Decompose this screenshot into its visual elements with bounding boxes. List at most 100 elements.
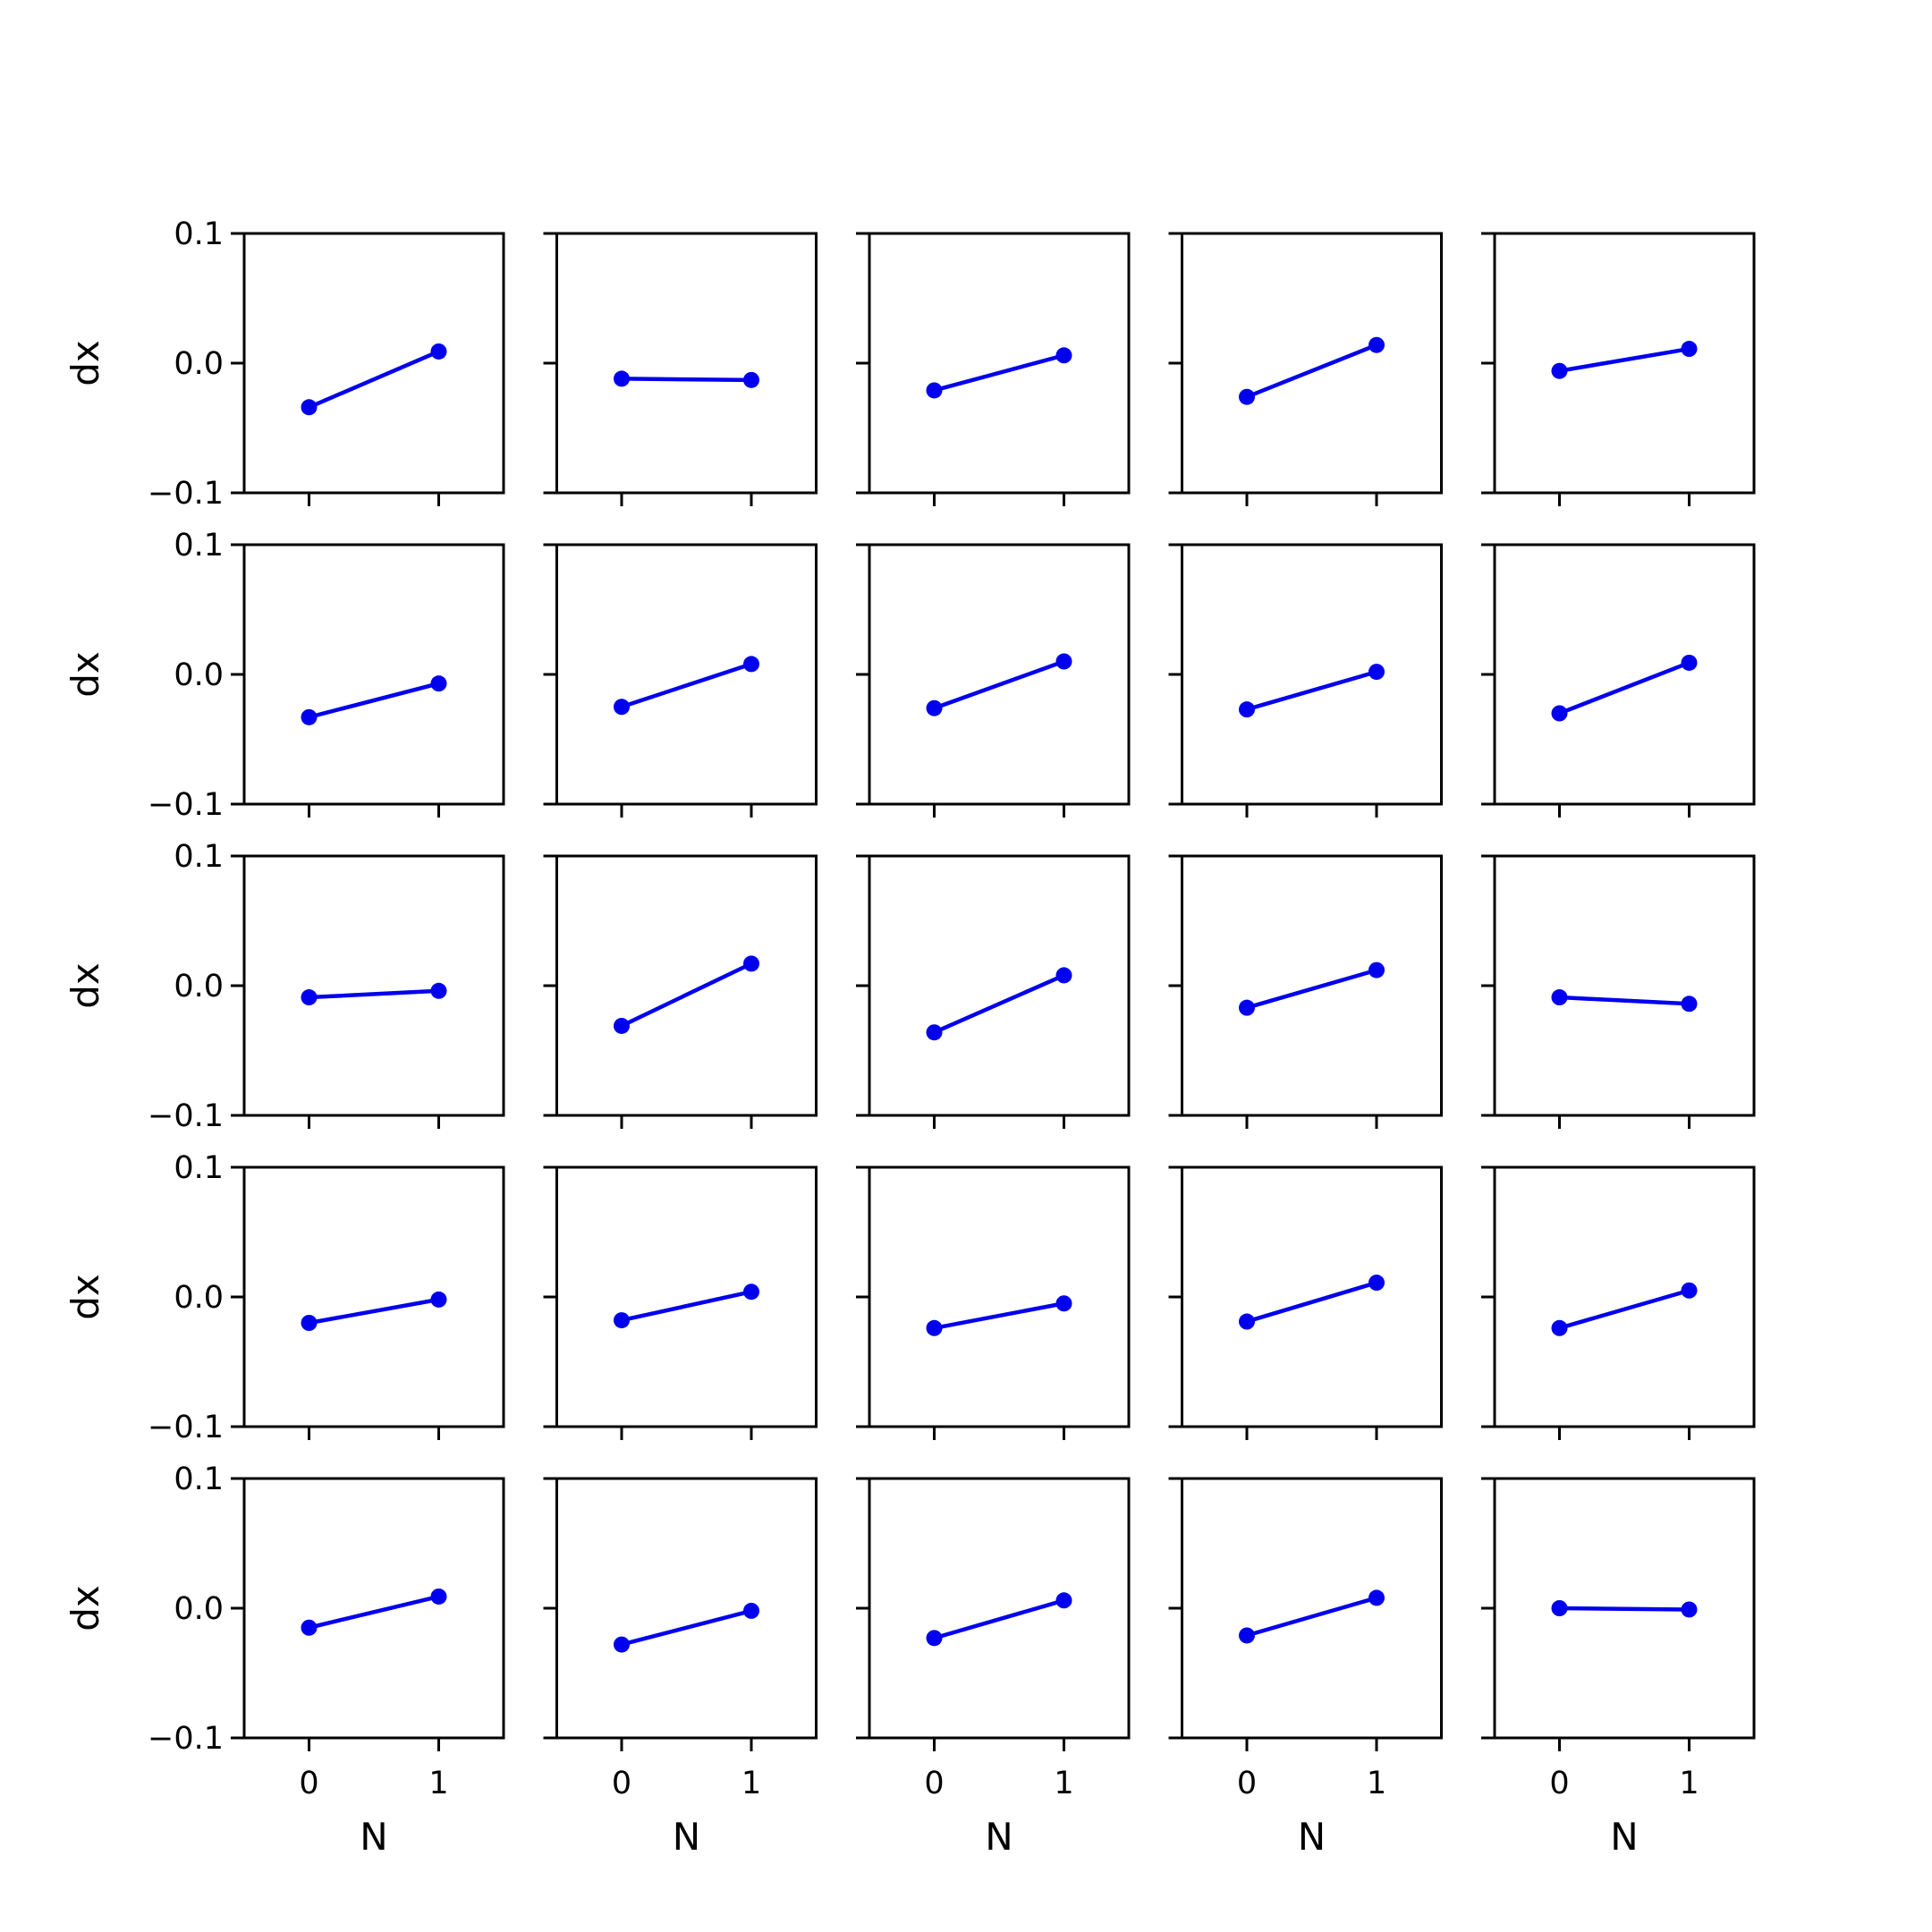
y-tick-label: −0.1: [148, 787, 224, 823]
subplot-r4-c1: −0.1 0.0 0.1 dx: [64, 1150, 505, 1445]
series-line: [1244, 968, 1379, 1010]
subplot-r4-c3: [856, 1165, 1131, 1440]
data-point: [1239, 1313, 1255, 1330]
subplot-r3-c2: [543, 854, 818, 1129]
series-line: [619, 1608, 754, 1647]
data-point: [1368, 664, 1385, 681]
data-point: [1055, 967, 1072, 984]
data-point: [926, 1024, 943, 1041]
data-point: [1551, 989, 1568, 1006]
data-point: [926, 1630, 943, 1647]
series-line: [619, 662, 754, 709]
data-point: [1055, 1592, 1072, 1609]
x-tick-label: 0: [299, 1766, 318, 1801]
subplot-r2-c3: [856, 543, 1131, 818]
data-point: [743, 1602, 759, 1619]
data-point: [1551, 1319, 1568, 1336]
data-point: [1681, 1282, 1698, 1299]
x-axis-label: N: [360, 1815, 387, 1859]
series-line: [307, 1594, 441, 1630]
subplot-r5-c4: 0 1 N: [1168, 1477, 1443, 1859]
subplot-r5-c3: 0 1 N: [856, 1477, 1131, 1859]
data-point: [614, 1636, 630, 1653]
subplot-r5-c1: −0.1 0.0 0.1 0 1 dx N: [64, 1462, 505, 1859]
data-point: [430, 982, 447, 999]
x-tick-label: 1: [1054, 1766, 1073, 1801]
subplot-r1-c4: [1168, 232, 1443, 506]
series-line: [1557, 346, 1691, 373]
y-axis-label: dx: [64, 340, 107, 386]
y-axis-label: dx: [64, 1585, 107, 1631]
y-tick-label: 0.0: [174, 1280, 224, 1316]
subplot-r3-c1: −0.1 0.0 0.1 dx: [64, 839, 505, 1134]
subplot-r1-c2: [543, 232, 818, 506]
y-tick-label: −0.1: [148, 1721, 224, 1757]
series-line: [1557, 1606, 1691, 1612]
data-point: [1055, 653, 1072, 670]
series-line: [1557, 660, 1691, 716]
data-point: [301, 1619, 318, 1636]
data-point: [430, 343, 447, 360]
data-point: [1368, 962, 1385, 979]
x-tick-label: 0: [1549, 1766, 1569, 1801]
y-tick-label: 0.0: [174, 1591, 224, 1627]
series-line: [1244, 669, 1379, 712]
series-line: [1557, 1288, 1691, 1331]
series-line: [932, 1301, 1066, 1331]
data-point: [926, 1319, 943, 1336]
data-point: [1681, 654, 1698, 671]
y-tick-label: 0.1: [174, 216, 224, 252]
x-tick-label: 0: [1237, 1766, 1257, 1801]
data-point: [1368, 1589, 1385, 1606]
data-point: [1551, 705, 1568, 722]
data-point: [301, 1315, 318, 1331]
series-line: [307, 1297, 441, 1326]
data-point: [1239, 388, 1255, 405]
data-point: [1055, 347, 1072, 364]
y-tick-label: −0.1: [148, 1098, 224, 1134]
data-point: [1681, 1601, 1698, 1618]
data-point: [1551, 362, 1568, 379]
y-tick-label: −0.1: [148, 1410, 224, 1445]
y-tick-label: 0.1: [174, 1150, 224, 1186]
subplot-r1-c1: −0.1 0.0 0.1 dx: [64, 216, 505, 512]
series-line: [1244, 1280, 1379, 1324]
series-line: [932, 659, 1066, 710]
series-line: [619, 962, 754, 1029]
x-axis-label: N: [1298, 1815, 1326, 1859]
data-point: [430, 675, 447, 692]
series-line: [619, 377, 754, 383]
data-point: [743, 371, 759, 388]
series-line: [1244, 1596, 1379, 1638]
data-point: [926, 382, 943, 399]
data-point: [614, 1017, 630, 1034]
data-point: [743, 1284, 759, 1301]
subplot-r4-c2: [543, 1165, 818, 1440]
series-line: [932, 973, 1066, 1035]
data-point: [1239, 701, 1255, 718]
data-point: [301, 989, 318, 1006]
x-tick-label: 1: [1367, 1766, 1386, 1801]
x-axis-label: N: [985, 1815, 1013, 1859]
x-tick-label: 1: [428, 1766, 448, 1801]
subplot-r3-c4: [1168, 854, 1443, 1129]
data-point: [1368, 1275, 1385, 1292]
data-point: [301, 708, 318, 725]
data-point: [301, 399, 318, 416]
data-point: [1239, 999, 1255, 1016]
subplot-r2-c2: [543, 543, 818, 818]
y-tick-label: 0.1: [174, 1462, 224, 1497]
subplot-r5-c5: 0 1 N: [1481, 1477, 1756, 1859]
series-line: [307, 988, 441, 1000]
series-line: [932, 1598, 1066, 1640]
data-point: [430, 1588, 447, 1605]
data-point: [926, 699, 943, 716]
subplot-r3-c3: [856, 854, 1131, 1129]
data-point: [430, 1291, 447, 1308]
y-axis-label: dx: [64, 962, 107, 1009]
series-line: [1244, 343, 1379, 399]
y-axis-label: dx: [64, 651, 107, 698]
data-point: [1551, 1600, 1568, 1616]
